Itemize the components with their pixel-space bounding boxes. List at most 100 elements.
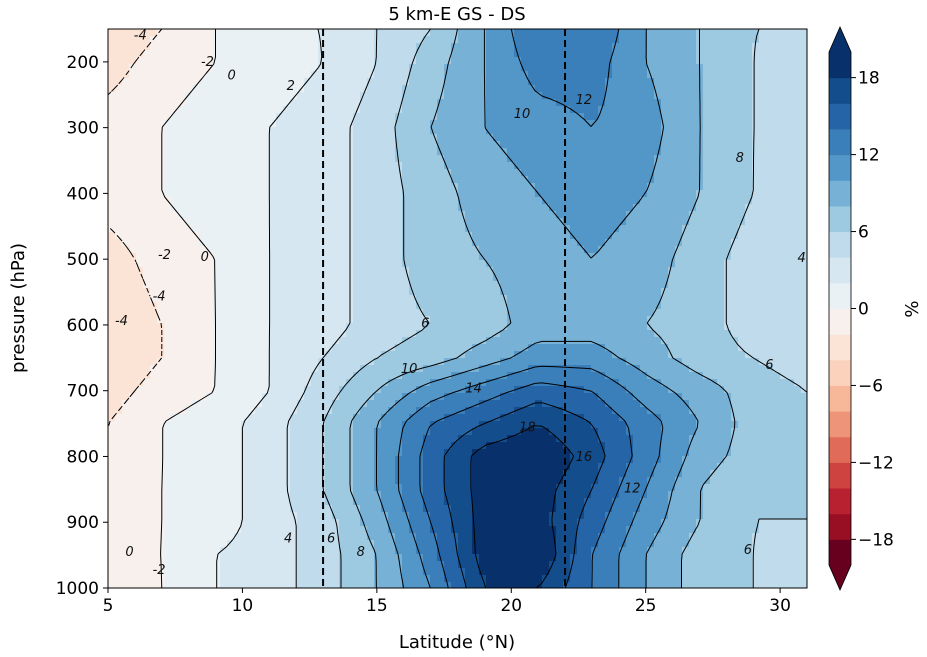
contour-cell [535, 365, 543, 373]
contour-cell [164, 323, 172, 331]
contour-cell [360, 365, 368, 373]
contour-cell [290, 148, 298, 156]
contour-cell [682, 316, 690, 324]
contour-cell [346, 57, 354, 65]
contour-cell [416, 162, 424, 170]
contour-cell [500, 78, 508, 86]
contour-cell [493, 302, 501, 310]
contour-cell [731, 197, 739, 205]
contour-cell [437, 337, 445, 345]
contour-cell [724, 232, 732, 240]
contour-cell [752, 29, 760, 37]
contour-cell [332, 288, 340, 296]
contour-cell [507, 309, 515, 317]
contour-cell [241, 330, 249, 338]
contour-cell [717, 148, 725, 156]
contour-cell [563, 211, 571, 219]
contour-cell [290, 29, 298, 37]
contour-cell [724, 344, 732, 352]
contour-cell [367, 92, 375, 100]
contour-cell [661, 183, 669, 191]
contour-cell [290, 337, 298, 345]
contour-cell [283, 141, 291, 149]
contour-cell [388, 71, 396, 79]
contour-cell [423, 127, 431, 135]
contour-cell [619, 330, 627, 338]
contour-cell [325, 281, 333, 289]
contour-cell [626, 64, 634, 72]
contour-cell [584, 71, 592, 79]
contour-cell [787, 162, 795, 170]
contour-cell [367, 134, 375, 142]
contour-cell [430, 176, 438, 184]
contour-cell [780, 71, 788, 79]
contour-cell [192, 113, 200, 121]
contour-cell [227, 281, 235, 289]
contour-cell [486, 197, 494, 205]
contour-cell [276, 71, 284, 79]
contour-cell [584, 232, 592, 240]
contour-cell [297, 295, 305, 303]
contour-cell [311, 113, 319, 121]
contour-cell [108, 78, 116, 86]
contour-cell [346, 71, 354, 79]
contour-cell [605, 169, 613, 177]
contour-cell [332, 260, 340, 268]
contour-cell [129, 106, 137, 114]
contour-cell [794, 309, 802, 317]
contour-cell [402, 309, 410, 317]
contour-cell [486, 78, 494, 86]
contour-cell [276, 99, 284, 107]
contour-cell [129, 78, 137, 86]
contour-cell [402, 260, 410, 268]
contour-cell [794, 134, 802, 142]
contour-cell [780, 225, 788, 233]
contour-cell [388, 260, 396, 268]
contour-cell [395, 176, 403, 184]
contour-cell [220, 225, 228, 233]
contour-cell [374, 71, 382, 79]
contour-cell [297, 43, 305, 51]
contour-cell [472, 204, 480, 212]
contour-cell [353, 274, 361, 282]
contour-cell [675, 141, 683, 149]
contour-cell [675, 155, 683, 163]
contour-cell [185, 78, 193, 86]
contour-cell [367, 239, 375, 247]
contour-cell [150, 148, 158, 156]
contour-cell [206, 71, 214, 79]
contour-cell [325, 106, 333, 114]
contour-cell [696, 246, 704, 254]
contour-cell [304, 106, 312, 114]
contour-cell [668, 309, 676, 317]
contour-cell [745, 281, 753, 289]
contour-cell [563, 183, 571, 191]
contour-cell [787, 232, 795, 240]
contour-cell [220, 99, 228, 107]
contour-cell [507, 50, 515, 58]
contour-cell [451, 295, 459, 303]
contour-cell [710, 85, 718, 93]
contour-cell [290, 218, 298, 226]
contour-cell [556, 204, 564, 212]
contour-cell [717, 246, 725, 254]
contour-cell [787, 274, 795, 282]
contour-cell [633, 316, 641, 324]
contour-cell [276, 372, 284, 380]
contour-cell [542, 183, 550, 191]
contour-cell [108, 155, 116, 163]
contour-cell [353, 358, 361, 366]
contour-cell [423, 36, 431, 44]
contour-cell [325, 64, 333, 72]
contour-cell [577, 169, 585, 177]
contour-cell [353, 36, 361, 44]
contour-cell [661, 288, 669, 296]
contour-cell [444, 71, 452, 79]
contour-cell [759, 113, 767, 121]
contour-cell [423, 78, 431, 86]
contour-cell [234, 323, 242, 331]
contour-cell [486, 316, 494, 324]
contour-cell [444, 337, 452, 345]
contour-cell [710, 260, 718, 268]
contour-cell [234, 78, 242, 86]
